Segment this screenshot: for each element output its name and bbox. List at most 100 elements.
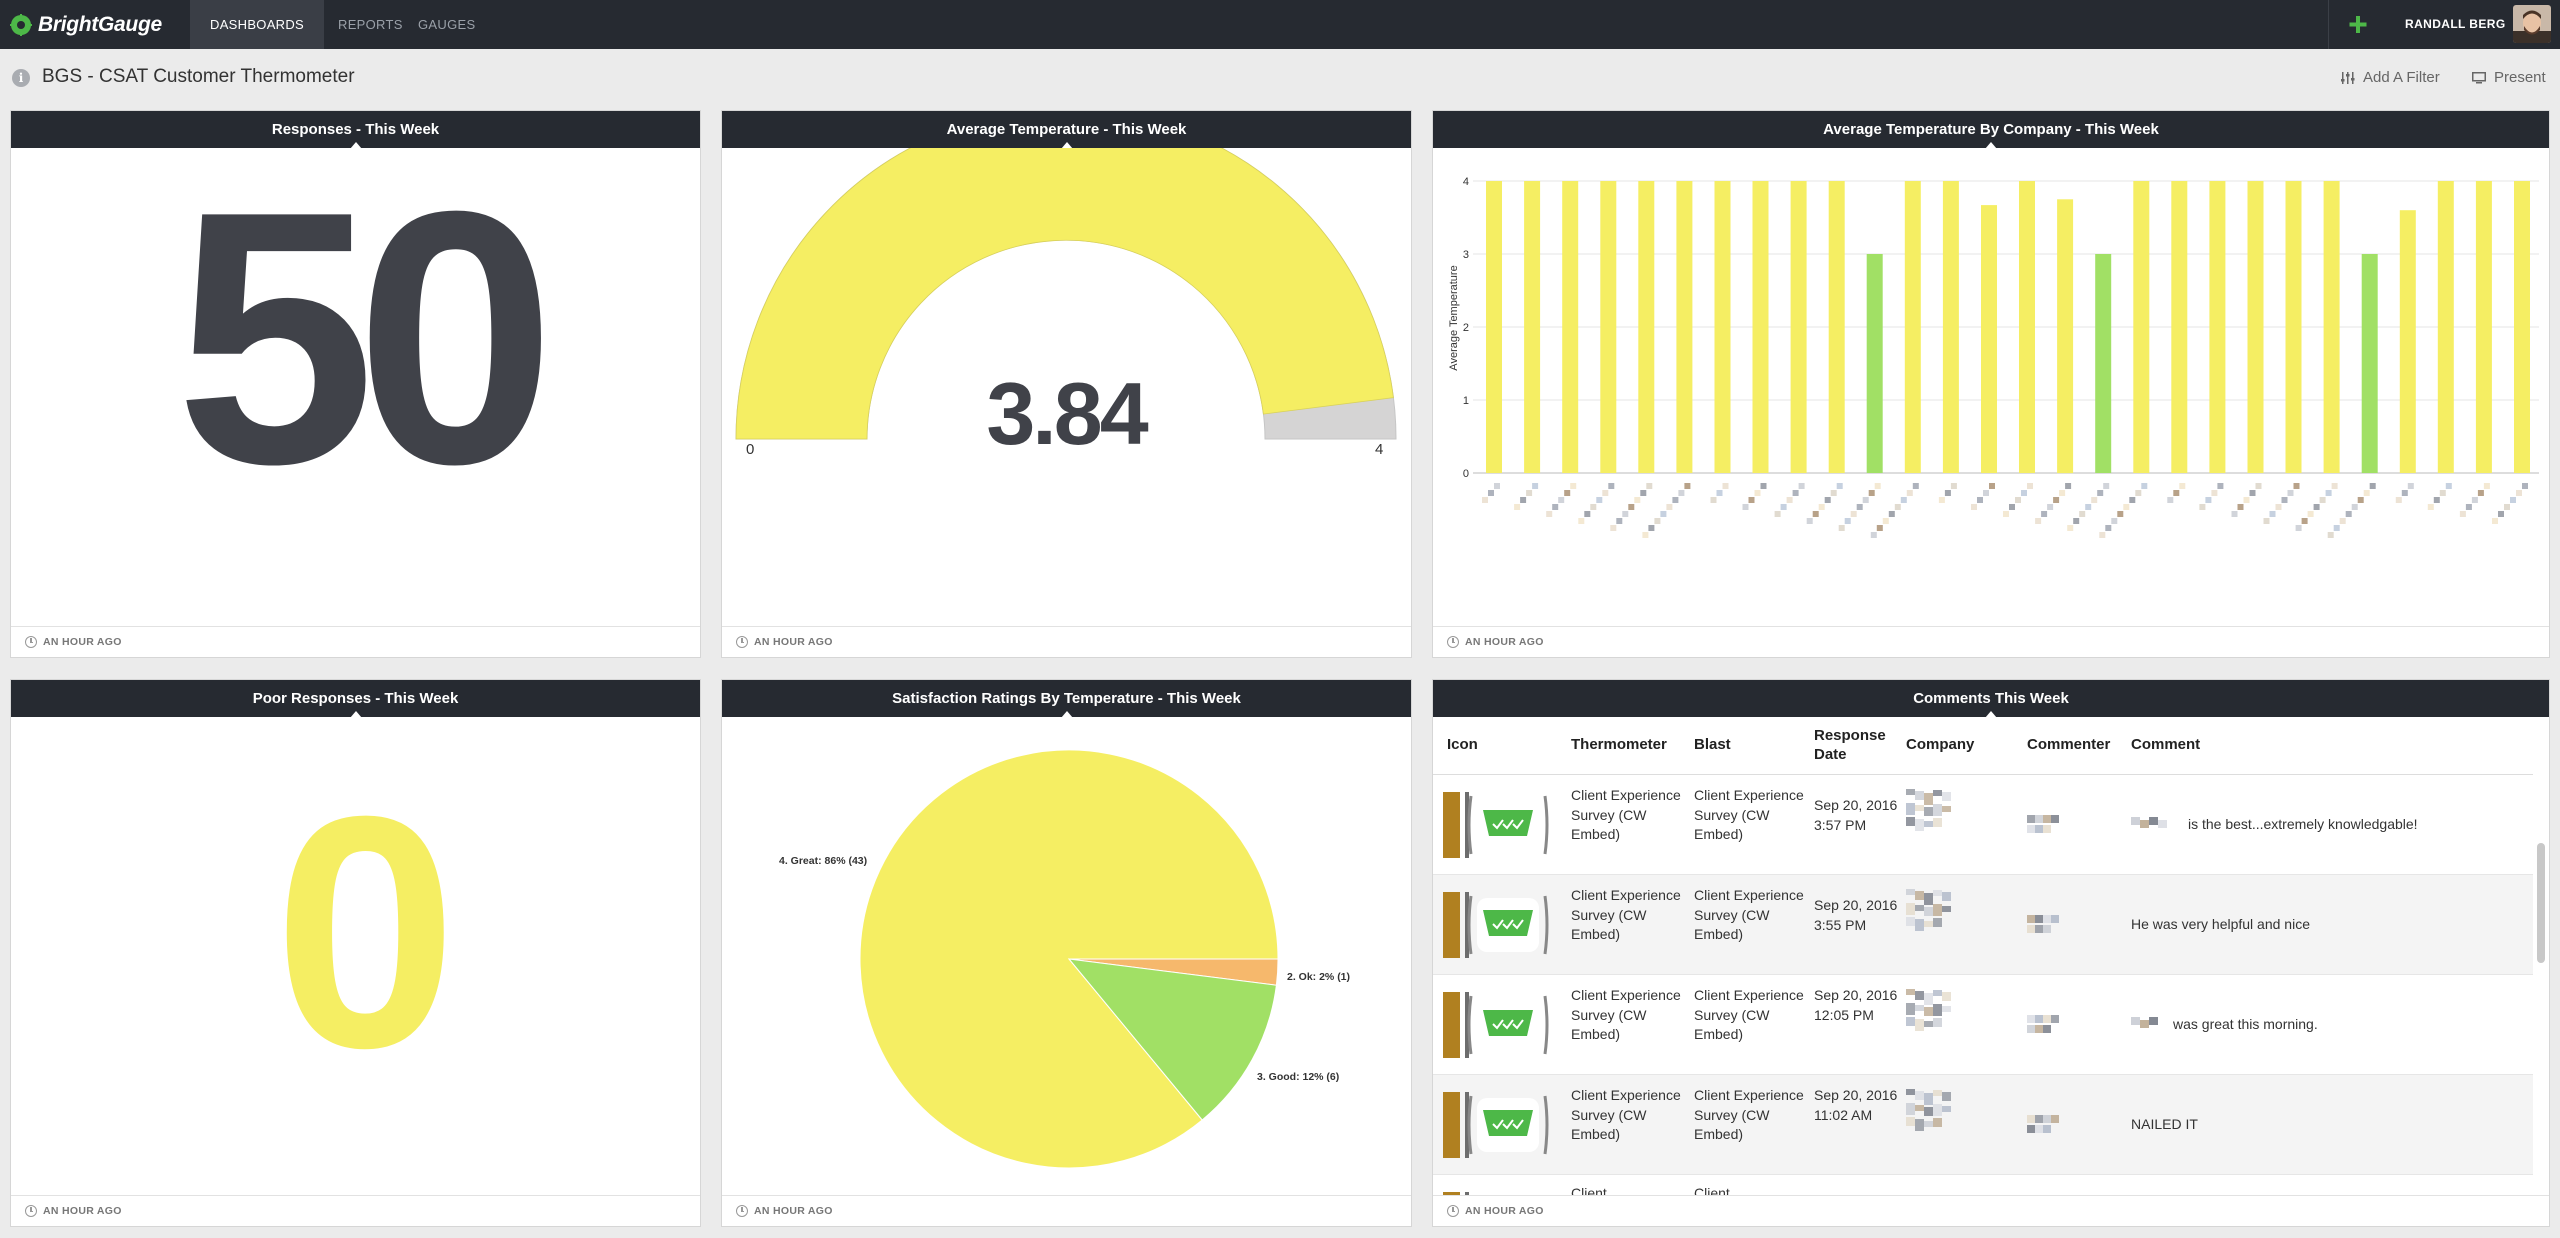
response-date-cell: Sep 20, 2016 3:57 PM: [1814, 797, 1898, 833]
user-name[interactable]: RANDALL BERG: [2405, 17, 2506, 31]
bar[interactable]: [1866, 254, 1883, 473]
add-filter-button[interactable]: Add A Filter: [2341, 69, 2440, 86]
brightgauge-logo-icon: [10, 14, 32, 36]
nav-gauges[interactable]: GAUGES: [418, 17, 476, 32]
nav-dashboards[interactable]: DASHBOARDS: [190, 0, 325, 49]
x-tick-label-blurred: [2522, 483, 2528, 489]
company-blurred: [1933, 818, 1942, 827]
company-blurred: [1933, 1004, 1942, 1016]
bar[interactable]: [1828, 181, 1845, 473]
brand-logo[interactable]: BrightGauge: [10, 10, 162, 40]
top-nav: BrightGauge DASHBOARDS REPORTS GAUGES RA…: [0, 0, 2560, 49]
widget-body: 0 1 2 3 4 Average Temperature: [1433, 148, 2549, 626]
widget-footer: AN HOUR AGO: [722, 1195, 1411, 1226]
thermometer-cell: Client Experience Survey (CW Embed): [1571, 787, 1681, 842]
x-tick-label-blurred: [2205, 497, 2212, 503]
bar[interactable]: [1752, 181, 1769, 473]
table-scrollbar[interactable]: [2537, 843, 2545, 963]
bar[interactable]: [2247, 181, 2264, 473]
comment-cell: He was very helpful and nice: [2131, 916, 2310, 932]
widget-title[interactable]: Satisfaction Ratings By Temperature - Th…: [722, 680, 1411, 718]
col-company[interactable]: Company: [1906, 736, 1975, 753]
table-row[interactable]: Client Experience Survey (CW Embed) Clie…: [1433, 875, 2533, 975]
widget-title[interactable]: Average Temperature - This Week: [722, 111, 1411, 149]
company-blurred: [1933, 790, 1942, 796]
widget-title[interactable]: Average Temperature By Company - This We…: [1433, 111, 2549, 149]
thermometer-cell: Client Experience Survey (CW Embed): [1571, 887, 1681, 942]
comment-cell: was great this morning.: [2173, 1016, 2318, 1032]
table-row[interactable]: Client Experience Survey (CW Embed) Clie…: [1433, 1075, 2533, 1175]
company-blurred: [1915, 905, 1924, 911]
col-blast[interactable]: Blast: [1694, 736, 1731, 753]
x-tick-label-blurred: [2510, 497, 2516, 503]
add-plus-icon[interactable]: [2344, 9, 2372, 39]
present-button[interactable]: Present: [2472, 69, 2546, 86]
company-blurred: [1915, 1019, 1924, 1031]
bar[interactable]: [2514, 181, 2530, 473]
widget-footer: AN HOUR AGO: [1433, 626, 2549, 657]
widget-title[interactable]: Responses - This Week: [11, 111, 700, 149]
bar[interactable]: [2171, 181, 2188, 473]
bar[interactable]: [1562, 181, 1579, 473]
x-tick-label-blurred: [2091, 497, 2098, 503]
bar[interactable]: [2057, 199, 2074, 474]
bar[interactable]: [2095, 254, 2112, 473]
bar[interactable]: [2019, 181, 2035, 473]
x-tick-label-blurred: [1482, 497, 1488, 503]
x-tick-label-blurred: [1596, 497, 1603, 503]
commenter-blurred: [2043, 825, 2051, 833]
thermometer-icon: [1443, 992, 1549, 1058]
x-tick-label-blurred: [1608, 483, 1615, 489]
bar[interactable]: [2323, 181, 2340, 473]
x-tick-label-blurred: [2471, 497, 2478, 503]
col-comment[interactable]: Comment: [2131, 736, 2201, 753]
pie-chart: 4. Great: 86% (43) 2. Ok: 2% (1) 3. Good: …: [779, 749, 1350, 1169]
bar[interactable]: [2285, 181, 2302, 473]
x-tick-label-blurred: [1780, 504, 1787, 510]
col-icon[interactable]: Icon: [1447, 736, 1478, 753]
commenter-blurred: [2027, 1025, 2035, 1033]
col-response-date[interactable]: Response Date: [1814, 727, 1886, 763]
company-blurred: [1915, 805, 1924, 811]
x-tick-label-blurred: [2293, 483, 2300, 489]
bar[interactable]: [1676, 181, 1693, 473]
x-tick-label-blurred: [1844, 518, 1851, 524]
bar[interactable]: [2361, 254, 2378, 473]
widget-title[interactable]: Poor Responses - This Week: [11, 680, 700, 718]
pie-slice[interactable]: [1067, 958, 1277, 1121]
bar[interactable]: [1904, 181, 1921, 473]
col-commenter[interactable]: Commenter: [2027, 736, 2111, 753]
table-row[interactable]: Client Client: [1433, 1175, 2533, 1195]
bar[interactable]: [1524, 181, 1541, 473]
pie-slice-label: 4. Great: 86% (43): [779, 855, 867, 867]
company-blurred: [1915, 791, 1924, 800]
table-row[interactable]: Client Experience Survey (CW Embed) Clie…: [1433, 975, 2533, 1075]
bar[interactable]: [1714, 181, 1731, 473]
x-tick-label-blurred: [1494, 483, 1500, 489]
commenter-blurred: [2051, 1015, 2059, 1023]
bar[interactable]: [1790, 181, 1807, 473]
nav-reports[interactable]: REPORTS: [338, 17, 403, 32]
bar[interactable]: [2399, 210, 2416, 473]
widget-title[interactable]: Comments This Week: [1433, 680, 2549, 718]
col-thermometer[interactable]: Thermometer: [1571, 736, 1667, 753]
x-tick-label-blurred: [1856, 504, 1863, 510]
bar[interactable]: [2437, 181, 2454, 473]
avatar[interactable]: [2513, 5, 2551, 43]
bar[interactable]: [1600, 181, 1617, 473]
y-tick-label: 1: [1463, 395, 1469, 407]
bar[interactable]: [1638, 181, 1655, 473]
bar[interactable]: [2209, 181, 2226, 473]
bar[interactable]: [2475, 181, 2492, 473]
x-tick-label-blurred: [2135, 490, 2142, 496]
x-tick-label-blurred: [2498, 511, 2504, 517]
x-tick-label-blurred: [2035, 518, 2042, 524]
table-row[interactable]: Client Experience Survey (CW Embed) Clie…: [1433, 775, 2533, 875]
bar[interactable]: [2133, 181, 2150, 473]
bar[interactable]: [1981, 205, 1997, 473]
x-tick-label-blurred: [2319, 497, 2326, 503]
clock-icon: [736, 1205, 748, 1217]
bar[interactable]: [1942, 181, 1959, 473]
info-icon[interactable]: i: [12, 69, 30, 87]
bar[interactable]: [1486, 181, 1502, 473]
